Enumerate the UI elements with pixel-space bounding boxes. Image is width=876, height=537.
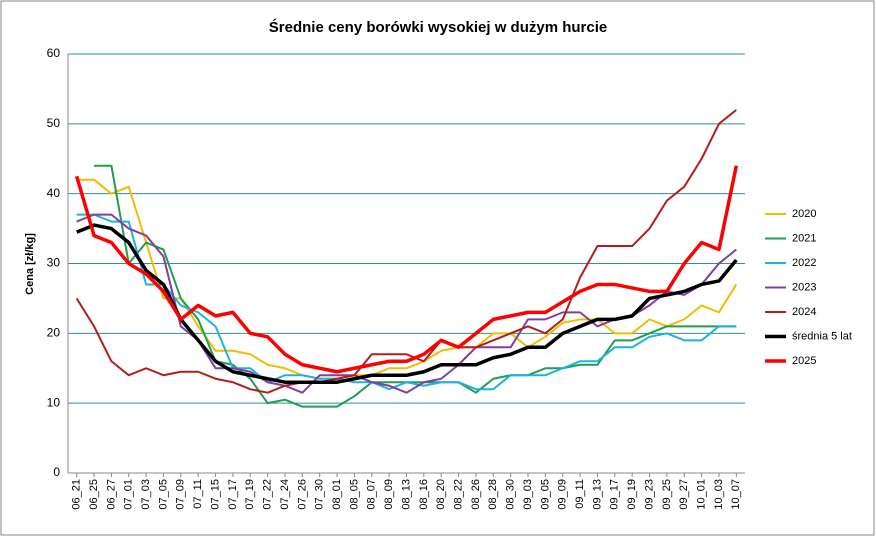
- x-tick-label: 06_27: [105, 479, 117, 510]
- x-tick-label: 09_23: [643, 479, 655, 510]
- x-tick-label: 08_30: [505, 479, 517, 510]
- x-tick-label: 07_09: [175, 479, 187, 510]
- x-tick-label: 07_11: [192, 479, 204, 509]
- x-tick-label: 08_09: [383, 479, 395, 510]
- legend-label: 2020: [792, 208, 816, 220]
- x-tick-label: 09_05: [539, 479, 551, 510]
- x-tick-label: 07_24: [279, 479, 291, 510]
- series-line: [75, 109, 737, 394]
- y-tick-label: 10: [47, 395, 61, 409]
- x-tick-label: 07_03: [140, 479, 152, 510]
- x-tick-label: 08_01: [331, 479, 343, 510]
- x-tick-label: 09_11: [574, 479, 586, 509]
- x-tick-label: 07_05: [157, 479, 169, 510]
- x-tick-label: 08_20: [435, 479, 447, 510]
- legend-label: 2023: [792, 281, 816, 293]
- x-tick-label: 07_22: [262, 479, 274, 510]
- x-tick-label: 08_13: [400, 479, 412, 510]
- x-tick-label: 08_16: [418, 479, 430, 510]
- y-tick-label: 60: [47, 46, 61, 60]
- legend-label: 2022: [792, 257, 816, 269]
- x-tick-label: 07_26: [296, 479, 308, 510]
- x-tick-label: 08_22: [452, 479, 464, 510]
- y-tick-label: 0: [53, 465, 60, 479]
- series-line: [76, 213, 737, 391]
- x-tick-label: 08_07: [366, 479, 378, 510]
- y-tick-label: 50: [47, 116, 61, 130]
- x-tick-label: 07_30: [314, 479, 326, 510]
- series-line: [94, 164, 737, 408]
- x-tick-label: 09_19: [626, 479, 638, 510]
- chart-title: Średnie ceny borówki wysokiej w dużym hu…: [269, 18, 607, 36]
- x-tick-label: 07_01: [123, 479, 135, 510]
- legend-label: średnia 5 lat: [792, 330, 852, 342]
- x-tick-label: 10_03: [713, 479, 725, 510]
- x-tick-label: 07_17: [227, 479, 239, 510]
- x-tick-label: 10_01: [696, 479, 708, 510]
- legend-label: 2025: [792, 355, 816, 367]
- x-tick-label: 09_13: [591, 479, 603, 510]
- y-tick-label: 40: [47, 186, 61, 200]
- y-tick-label: 30: [47, 256, 61, 270]
- x-tick-label: 09_09: [557, 479, 569, 510]
- series-line: [74, 165, 739, 374]
- y-axis-label: Cena [zł/kg]: [24, 233, 36, 295]
- x-tick-label: 09_25: [661, 479, 673, 510]
- series-line: [76, 223, 738, 384]
- x-tick-label: 09_03: [522, 479, 534, 510]
- x-tick-label: 06_21: [71, 479, 83, 510]
- x-tick-label: 07_19: [244, 479, 256, 510]
- x-tick-label: 09_17: [609, 479, 621, 510]
- x-tick-label: 09_27: [678, 479, 690, 510]
- y-tick-label: 20: [47, 326, 61, 340]
- x-tick-label: 08_05: [348, 479, 360, 510]
- legend-label: 2024: [792, 306, 816, 318]
- x-tick-label: 10_07: [730, 479, 742, 510]
- x-tick-label: 07_15: [209, 479, 221, 510]
- x-tick-label: 08_28: [487, 479, 499, 510]
- x-tick-label: 08_26: [470, 479, 482, 510]
- legend-label: 2021: [792, 232, 816, 244]
- x-tick-label: 06_25: [88, 479, 100, 510]
